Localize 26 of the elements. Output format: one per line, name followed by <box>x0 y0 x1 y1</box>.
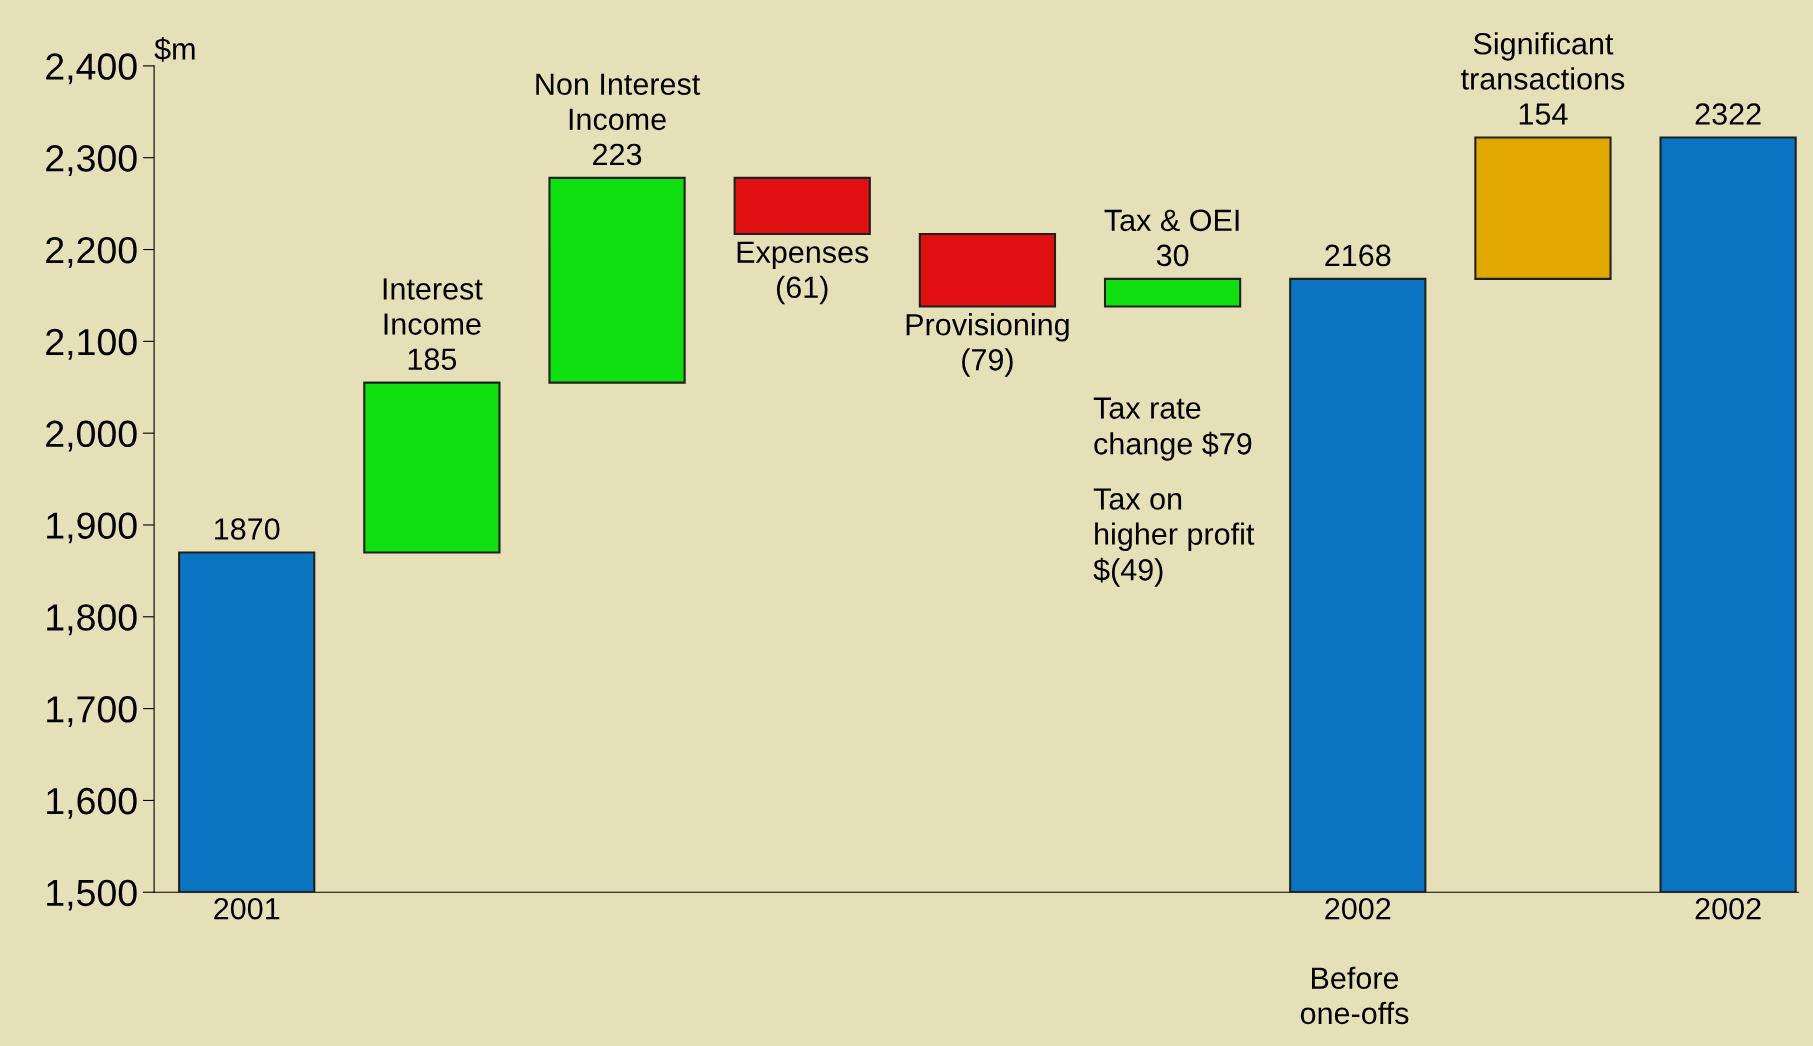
data-label: Significant transactions 154 <box>1461 32 1625 125</box>
data-label: Expenses (61) <box>737 241 869 305</box>
y-tick-label: 1,800 <box>47 604 137 636</box>
data-label: 2322 <box>1695 103 1761 125</box>
data-label: 2168 <box>1325 244 1391 267</box>
text: Before one-offs <box>1300 966 1409 1025</box>
data-label: Provisioning (79) <box>906 313 1069 377</box>
y-axis-title: $m <box>154 36 195 62</box>
y-tick-label: 2,000 <box>46 420 137 452</box>
x-tick-label: 2001 <box>214 897 280 920</box>
data-label: Tax & OEI 30 <box>1104 209 1239 267</box>
y-tick-label: 1,600 <box>47 787 137 819</box>
y-tick-label: 2,300 <box>46 145 137 177</box>
annotation: Tax rate change $79 <box>1093 397 1252 461</box>
y-tick-label: 2,400 <box>46 53 137 85</box>
y-tick-label: 1,700 <box>47 696 137 727</box>
annotation: Tax on higher profit $(49) <box>1093 488 1255 587</box>
y-tick-label: 2,200 <box>46 236 137 268</box>
x-tick-label: 2002 <box>1325 897 1391 920</box>
y-tick-label: 2,100 <box>46 328 137 360</box>
data-label: Non Interest Income 223 <box>536 73 701 166</box>
x-tick-label: 2002 <box>1695 897 1761 920</box>
y-tick-label: 1,900 <box>47 512 137 544</box>
data-label: Interest Income 185 <box>383 278 483 371</box>
y-tick-label: 1,500 <box>47 879 137 911</box>
data-label: 1870 <box>215 518 280 540</box>
